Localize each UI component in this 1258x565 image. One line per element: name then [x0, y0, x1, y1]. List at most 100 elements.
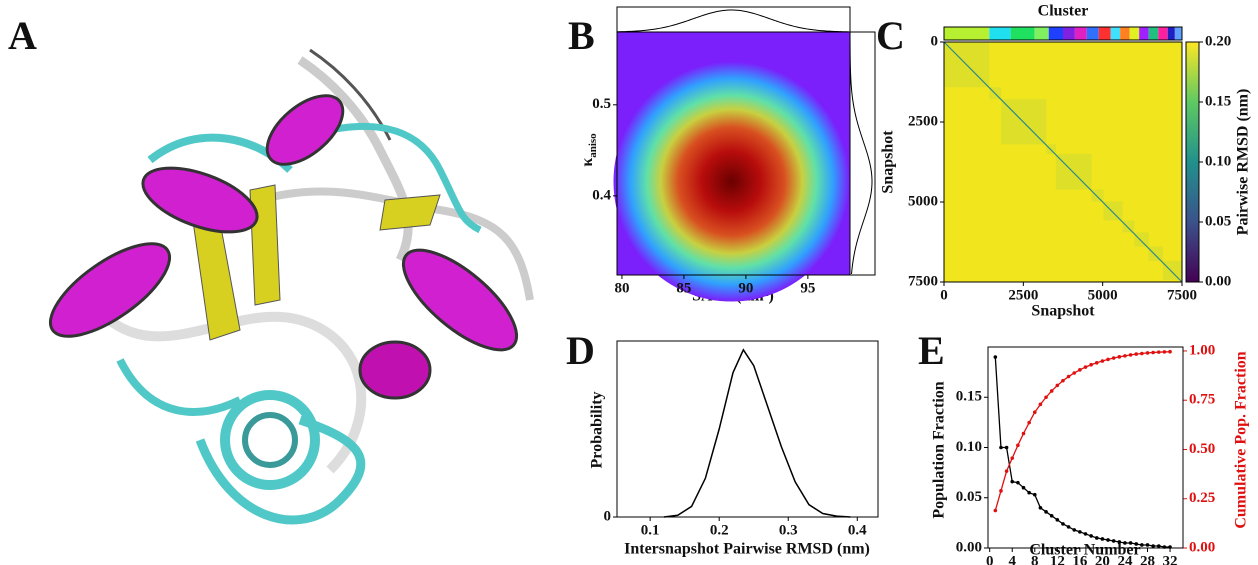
series-point — [1145, 543, 1150, 547]
series-point — [1021, 431, 1026, 436]
y-tick-label: 0.15 — [956, 389, 982, 405]
series-point — [1083, 532, 1088, 536]
colorbar-tick-label: 0.10 — [1205, 153, 1231, 169]
coil — [258, 187, 534, 301]
series-point — [1061, 378, 1065, 383]
marginal-curve — [616, 9, 850, 33]
series-point — [1044, 510, 1048, 514]
series-point — [1010, 479, 1015, 484]
y-label-subscript: aniso — [587, 133, 599, 158]
series-point — [1038, 402, 1043, 407]
y-axis-label: κaniso — [579, 133, 599, 167]
cluster-strip — [1010, 27, 1035, 40]
x-tick-label: 28 — [1140, 553, 1155, 565]
marginal-frame — [616, 6, 851, 33]
cluster-strip — [1139, 27, 1149, 40]
x-tick-label: 20 — [1095, 553, 1110, 565]
series-point — [1134, 352, 1139, 356]
panel-label: B — [568, 13, 595, 58]
cluster-block — [1091, 189, 1104, 202]
series-point — [1016, 480, 1020, 485]
cluster-strip — [1110, 27, 1121, 40]
loop — [329, 122, 482, 234]
series-point — [1072, 528, 1077, 532]
series-point — [1010, 456, 1015, 460]
diagonal — [943, 41, 1183, 283]
density-cloud — [613, 61, 850, 302]
loop — [195, 415, 366, 525]
x-tick-label: 7500 — [1167, 287, 1197, 303]
x-tick-label: 90 — [738, 280, 753, 296]
loop — [116, 358, 242, 416]
series-point — [1049, 514, 1054, 518]
series-point — [1106, 357, 1110, 362]
series-point — [1078, 530, 1082, 534]
series-point — [1140, 543, 1144, 547]
x-tick-label: 32 — [1163, 553, 1178, 565]
cluster-block — [1046, 144, 1056, 154]
series-point — [1032, 492, 1037, 497]
series-point — [1094, 536, 1099, 540]
series-point — [1111, 356, 1116, 360]
panel-label: D — [566, 328, 595, 373]
series-point — [1156, 350, 1161, 354]
y-tick-label: 0.5 — [592, 96, 611, 112]
y2-tick-label: 0.00 — [1189, 539, 1215, 555]
cluster-strip — [1086, 27, 1099, 40]
x-tick-label: 16 — [1072, 553, 1088, 565]
series-point — [1072, 371, 1077, 375]
helix — [401, 248, 519, 352]
series-point — [1038, 506, 1043, 510]
x-tick-label: 8 — [1031, 553, 1039, 565]
y2-tick-label: 0.50 — [1189, 441, 1215, 457]
series-point — [1032, 410, 1037, 415]
cluster-block — [1122, 220, 1135, 233]
series-point — [1151, 544, 1155, 548]
coil — [86, 296, 367, 474]
series-point — [1134, 542, 1139, 546]
series-point — [1066, 374, 1071, 379]
series-point — [1156, 544, 1161, 548]
series-point — [1123, 354, 1127, 358]
y2-axis-label: Cumulative Pop. Fraction — [1233, 351, 1250, 528]
x-tick-label: 85 — [676, 280, 691, 296]
series-point — [1106, 538, 1110, 542]
colorbar-tick-label: 0.05 — [1205, 213, 1231, 229]
series-point — [1140, 351, 1144, 356]
cluster-strip — [989, 27, 1011, 40]
series-point — [993, 508, 998, 513]
y-axis-label: Snapshot — [880, 130, 897, 194]
cluster-strip — [1048, 27, 1063, 40]
series-point — [1128, 541, 1133, 545]
series-point — [1004, 469, 1009, 473]
y-tick-label: 0 — [931, 33, 939, 49]
y-tick-label: 7500 — [908, 273, 938, 289]
series-point — [1027, 420, 1031, 425]
cluster-strip-frame — [943, 26, 1183, 41]
loop-knot — [220, 390, 320, 490]
series-point — [1027, 490, 1031, 495]
x-tick-label: 0.4 — [848, 522, 867, 538]
series-point — [1066, 525, 1071, 529]
loop-knot — [242, 412, 298, 468]
cluster-strip — [1034, 27, 1049, 40]
series-point — [1078, 368, 1082, 372]
coil — [297, 56, 413, 263]
helix — [265, 94, 345, 166]
sheet — [249, 184, 281, 306]
y2-tick-label: 0.25 — [1189, 490, 1215, 506]
cluster-strip — [1148, 27, 1159, 40]
y-axis-label: Probability — [589, 391, 606, 468]
x-tick-label: 95 — [800, 280, 815, 296]
x-axis-label: Intersnapshot Pairwise RMSD (nm) — [624, 541, 870, 558]
series-point — [1123, 541, 1127, 545]
series-point — [1021, 485, 1026, 490]
y-label-symbol: κ — [579, 158, 596, 167]
cluster-strip — [1074, 27, 1087, 40]
cluster-strip — [1129, 27, 1140, 40]
series-line — [994, 357, 1171, 548]
y-tick-label: 0.05 — [956, 489, 982, 505]
helix — [141, 166, 259, 234]
x-tick-label: 0.1 — [641, 522, 660, 538]
